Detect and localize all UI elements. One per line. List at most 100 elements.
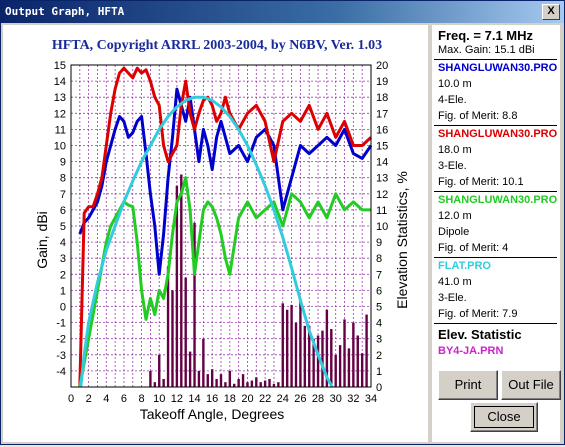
x-tick-label: 18 bbox=[224, 393, 236, 405]
elevation-bar bbox=[228, 370, 232, 387]
entry-1-file: SHANGLUWAN30.PRO bbox=[438, 62, 558, 74]
y-tick-label: 6 bbox=[60, 205, 66, 217]
y2-tick-label: 14 bbox=[376, 157, 388, 169]
elevation-bar bbox=[272, 383, 276, 387]
y2-tick-label: 16 bbox=[376, 124, 388, 136]
entry-2-height: 18.0 m bbox=[438, 144, 472, 156]
elevation-bar bbox=[197, 370, 201, 387]
entry-1-type: 4-Ele. bbox=[438, 94, 467, 106]
y-tick-label: 9 bbox=[60, 157, 66, 169]
close-button[interactable]: Close bbox=[470, 402, 538, 432]
y-tick-label: 13 bbox=[54, 92, 66, 104]
y-tick-label: 7 bbox=[60, 189, 66, 201]
y-tick-label: 5 bbox=[60, 221, 66, 233]
y2-tick-label: 17 bbox=[376, 108, 388, 120]
close-button-label: Close bbox=[487, 409, 521, 424]
series-lines bbox=[78, 66, 373, 388]
x-tick-label: 30 bbox=[330, 393, 342, 405]
y-tick-label: -2 bbox=[56, 334, 66, 346]
entry-2-type: 3-Ele. bbox=[438, 160, 467, 172]
elevation-bar bbox=[250, 380, 254, 387]
chart-title: HFTA, Copyright ARRL 2003-2004, by N6BV,… bbox=[52, 38, 382, 53]
x-tick-label: 8 bbox=[139, 393, 145, 405]
entry-3-height: 12.0 m bbox=[438, 210, 472, 222]
separator bbox=[434, 125, 557, 126]
entry-2-file: SHANGLUWAN30.PRO bbox=[438, 128, 558, 140]
print-button-label: Print bbox=[454, 377, 482, 392]
x-axis-label: Takeoff Angle, Degrees bbox=[140, 406, 285, 422]
title-bar[interactable]: Output Graph, HFTA X bbox=[1, 1, 564, 23]
elevation-bar bbox=[263, 380, 267, 387]
print-button[interactable]: Print bbox=[438, 370, 498, 400]
elevation-bar bbox=[259, 382, 262, 387]
x-tick-label: 28 bbox=[312, 393, 324, 405]
y2-tick-label: 5 bbox=[376, 302, 382, 314]
x-tick-label: 24 bbox=[277, 393, 289, 405]
elevation-bar bbox=[193, 222, 196, 387]
elev-statistic-file: BY4-JA.PRN bbox=[438, 345, 504, 357]
tick-labels: 0 2 4 6 8 10 12 14 16 18 20 22 24 26 28 30 32 34-4-3-2-10… bbox=[54, 60, 389, 405]
y2-tick-label: 10 bbox=[376, 221, 388, 233]
elevation-bar bbox=[153, 382, 157, 387]
elevation-bar bbox=[352, 322, 355, 387]
elevation-bar bbox=[308, 325, 311, 387]
elevation-bar bbox=[255, 377, 258, 387]
elevation-bar bbox=[158, 354, 161, 387]
elevation-bar bbox=[277, 382, 280, 387]
elevation-bar bbox=[210, 369, 214, 387]
x-tick-label: 32 bbox=[347, 393, 359, 405]
y-tick-label: -4 bbox=[56, 366, 66, 378]
elevation-bar bbox=[215, 378, 218, 387]
y2-tick-label: 19 bbox=[376, 76, 388, 88]
elevation-bar bbox=[365, 314, 368, 387]
elevation-bar bbox=[224, 382, 227, 387]
y2-tick-label: 4 bbox=[376, 318, 382, 330]
entry-4-type: 3-Ele. bbox=[438, 292, 467, 304]
elev-statistic-label: Elev. Statistic bbox=[438, 327, 522, 342]
entry-3-type: Dipole bbox=[438, 226, 470, 238]
entry-4-merit: Fig. of Merit: 7.9 bbox=[438, 308, 518, 320]
x-tick-label: 22 bbox=[259, 393, 271, 405]
x-tick-label: 34 bbox=[365, 393, 377, 405]
y-tick-label: 0 bbox=[60, 302, 66, 314]
y-tick-label: -3 bbox=[56, 350, 66, 362]
plot-frame bbox=[70, 64, 372, 388]
y2-tick-label: 11 bbox=[376, 205, 387, 217]
y-tick-label: 15 bbox=[54, 60, 66, 72]
max-gain-label: Max. Gain: 15.1 dBi bbox=[438, 44, 535, 56]
plot-area: 0 2 4 6 8 10 12 14 16 18 20 22 24 26 28 30 32 34 -4 -3 -2 -1 0… bbox=[3, 25, 428, 442]
x-tick-label: 26 bbox=[294, 393, 306, 405]
elevation-bar bbox=[184, 277, 187, 387]
elevation-bar bbox=[237, 378, 240, 387]
elevation-bar bbox=[166, 266, 170, 387]
x-tick-label: 20 bbox=[241, 393, 253, 405]
gain-chart: 0 2 4 6 8 10 12 14 16 18 20 22 24 26 28 30 32 34-4-3-2-10… bbox=[34, 38, 410, 422]
series-line-2 bbox=[78, 66, 373, 388]
elevation-bar bbox=[188, 351, 192, 387]
x-tick-label: 4 bbox=[103, 393, 109, 405]
series-line-3 bbox=[78, 176, 371, 388]
elevation-bar bbox=[360, 353, 364, 387]
elevation-bar bbox=[175, 185, 179, 387]
entry-4-height: 41.0 m bbox=[438, 276, 472, 288]
entry-1-merit: Fig. of Merit: 8.8 bbox=[438, 110, 518, 122]
entry-1-height: 10.0 m bbox=[438, 78, 472, 90]
elevation-bar bbox=[268, 378, 271, 387]
elevation-bar bbox=[149, 370, 152, 387]
x-tick-label: 10 bbox=[153, 393, 165, 405]
window-close-button[interactable]: X bbox=[542, 4, 560, 20]
y2-tick-label: 12 bbox=[376, 189, 388, 201]
y2-tick-label: 7 bbox=[376, 269, 382, 281]
y-tick-label: 2 bbox=[60, 269, 66, 281]
elevation-bar bbox=[338, 345, 342, 387]
elevation-bar bbox=[343, 319, 346, 387]
out-file-button-label: Out File bbox=[508, 377, 554, 392]
entry-3-file: SHANGLUWAN30.PRO bbox=[438, 194, 558, 206]
out-file-button[interactable]: Out File bbox=[501, 370, 561, 400]
separator bbox=[434, 59, 557, 60]
x-tick-label: 2 bbox=[86, 393, 92, 405]
y2-axis-label: Elevation Statistics, % bbox=[394, 171, 410, 309]
x-tick-label: 6 bbox=[121, 393, 127, 405]
y2-tick-label: 0 bbox=[376, 382, 382, 394]
